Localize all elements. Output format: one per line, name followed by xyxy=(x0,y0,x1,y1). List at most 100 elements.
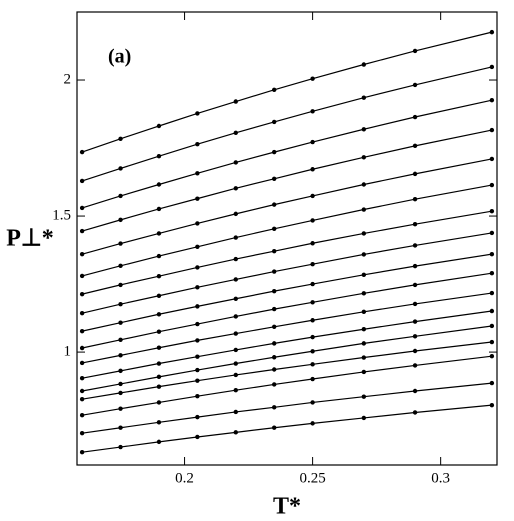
data-point xyxy=(156,374,162,380)
data-point xyxy=(195,378,200,383)
data-point xyxy=(412,301,418,307)
data-point xyxy=(310,281,315,287)
data-point xyxy=(489,323,495,329)
data-point xyxy=(412,114,418,120)
series-line xyxy=(81,253,492,332)
data-point xyxy=(361,62,367,67)
data-point xyxy=(271,306,277,312)
data-point xyxy=(79,273,85,279)
data-point xyxy=(310,318,315,323)
data-point xyxy=(233,331,238,336)
data-point xyxy=(233,160,238,165)
data-point xyxy=(233,314,238,319)
series-line xyxy=(81,31,493,153)
series-line xyxy=(82,341,492,400)
data-point xyxy=(489,64,495,70)
data-point xyxy=(118,320,123,325)
data-point xyxy=(233,347,238,353)
data-point xyxy=(233,387,238,393)
x-tick-label: 0.25 xyxy=(299,470,325,486)
x-tick-label: 0.2 xyxy=(175,470,194,486)
data-point xyxy=(79,291,85,297)
data-point xyxy=(489,380,495,386)
data-point xyxy=(271,288,277,294)
data-point xyxy=(156,253,162,259)
data-point xyxy=(412,363,418,368)
data-point xyxy=(412,222,418,227)
data-point xyxy=(195,221,200,226)
data-point xyxy=(79,205,85,211)
series-line xyxy=(82,310,492,379)
data-point xyxy=(195,304,200,309)
data-point xyxy=(195,354,200,359)
data-point xyxy=(195,196,200,201)
data-point xyxy=(271,425,277,430)
data-point xyxy=(489,251,495,257)
data-point xyxy=(361,95,367,100)
data-point xyxy=(79,345,85,351)
data-point xyxy=(79,228,85,234)
data-point xyxy=(412,319,418,324)
data-point xyxy=(310,167,315,172)
data-point xyxy=(156,361,162,366)
data-point xyxy=(412,263,418,269)
data-point xyxy=(489,290,495,296)
data-point xyxy=(79,413,85,418)
data-point xyxy=(271,355,277,360)
data-point xyxy=(489,182,495,188)
data-point xyxy=(233,277,238,282)
data-point xyxy=(156,273,162,279)
data-point xyxy=(79,376,85,381)
data-point xyxy=(361,415,367,421)
data-point xyxy=(271,119,277,125)
x-axis-label: T* xyxy=(273,494,301,520)
data-point xyxy=(489,156,495,162)
data-point xyxy=(118,193,123,199)
data-point xyxy=(156,123,162,129)
data-point xyxy=(489,29,495,35)
x-tick-label: 0.3 xyxy=(431,470,450,486)
data-point xyxy=(361,272,367,278)
data-point xyxy=(489,353,495,359)
data-point xyxy=(233,130,238,135)
data-point xyxy=(118,263,123,269)
data-point xyxy=(489,308,495,314)
y-tick-label: 1 xyxy=(64,344,72,360)
data-point xyxy=(118,406,123,411)
data-point xyxy=(412,243,418,248)
data-point xyxy=(489,270,495,276)
data-point xyxy=(79,178,85,184)
data-point xyxy=(361,182,367,187)
data-point xyxy=(156,206,162,212)
data-point xyxy=(271,202,277,207)
data-point xyxy=(412,171,418,177)
data-point xyxy=(79,450,85,455)
data-point xyxy=(412,334,418,339)
data-point xyxy=(361,394,367,399)
data-point xyxy=(118,444,123,450)
data-point xyxy=(118,390,123,396)
data-point xyxy=(310,400,315,405)
data-point xyxy=(412,143,418,149)
data-point xyxy=(79,360,85,366)
data-point xyxy=(310,362,315,367)
data-point xyxy=(79,396,85,402)
data-point xyxy=(271,341,277,346)
data-point xyxy=(118,337,123,343)
data-point xyxy=(412,388,418,394)
data-point xyxy=(156,329,162,334)
data-point xyxy=(79,430,85,436)
data-point xyxy=(489,230,495,236)
data-point xyxy=(310,421,315,426)
data-point xyxy=(310,76,315,81)
data-point xyxy=(156,420,162,425)
data-point xyxy=(412,410,418,415)
data-point xyxy=(361,127,367,132)
y-axis-label: P⊥* xyxy=(6,226,54,252)
series-line xyxy=(81,158,492,255)
data-point xyxy=(233,99,238,104)
data-point xyxy=(233,372,238,378)
series-line xyxy=(81,210,492,295)
data-point xyxy=(233,211,238,217)
